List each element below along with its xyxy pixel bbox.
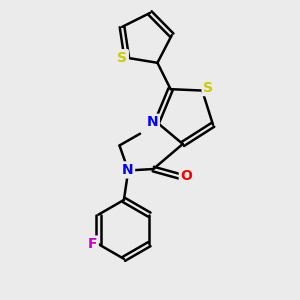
Text: N: N [147, 115, 158, 129]
Text: O: O [180, 169, 192, 183]
Text: F: F [88, 237, 97, 251]
Text: S: S [203, 81, 213, 94]
Text: N: N [122, 163, 134, 177]
Text: S: S [117, 51, 127, 65]
